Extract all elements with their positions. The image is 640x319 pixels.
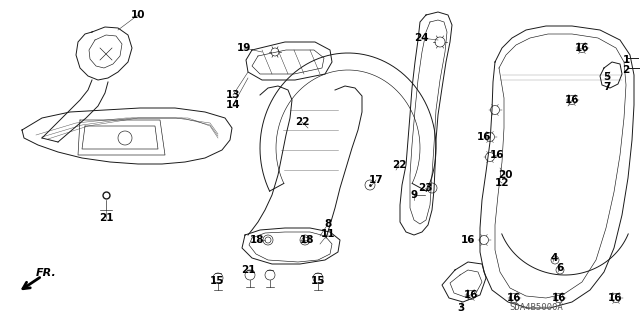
Text: 18: 18 <box>300 235 314 245</box>
Text: 16: 16 <box>507 293 521 303</box>
Text: 16: 16 <box>552 293 566 303</box>
Text: 5: 5 <box>604 72 611 82</box>
Text: 21: 21 <box>241 265 255 275</box>
Text: 16: 16 <box>564 95 579 105</box>
Text: 19: 19 <box>237 43 251 53</box>
Text: 12: 12 <box>495 178 509 188</box>
Text: 22: 22 <box>392 160 406 170</box>
Text: FR.: FR. <box>36 268 57 278</box>
Text: 7: 7 <box>604 82 611 92</box>
Text: 16: 16 <box>575 43 589 53</box>
Text: 21: 21 <box>99 213 113 223</box>
Text: 14: 14 <box>226 100 240 110</box>
Text: 18: 18 <box>250 235 264 245</box>
Text: 20: 20 <box>498 170 512 180</box>
Text: 11: 11 <box>321 229 335 239</box>
Text: 6: 6 <box>556 263 564 273</box>
Text: 13: 13 <box>226 90 240 100</box>
Text: 16: 16 <box>477 132 492 142</box>
Text: 4: 4 <box>550 253 557 263</box>
Text: 15: 15 <box>210 276 224 286</box>
Text: SDA4B5000A: SDA4B5000A <box>509 303 563 313</box>
Text: 23: 23 <box>418 183 432 193</box>
Text: 16: 16 <box>608 293 622 303</box>
Text: 10: 10 <box>131 10 145 20</box>
Text: 22: 22 <box>295 117 309 127</box>
Text: 1: 1 <box>622 55 630 65</box>
Text: 24: 24 <box>413 33 428 43</box>
Text: 16: 16 <box>461 235 476 245</box>
Text: 15: 15 <box>311 276 325 286</box>
Text: 8: 8 <box>324 219 332 229</box>
Text: 9: 9 <box>410 190 417 200</box>
Text: 17: 17 <box>369 175 383 185</box>
Text: 3: 3 <box>458 303 465 313</box>
Text: 2: 2 <box>622 65 630 75</box>
Text: 16: 16 <box>490 150 504 160</box>
Text: 16: 16 <box>464 290 478 300</box>
